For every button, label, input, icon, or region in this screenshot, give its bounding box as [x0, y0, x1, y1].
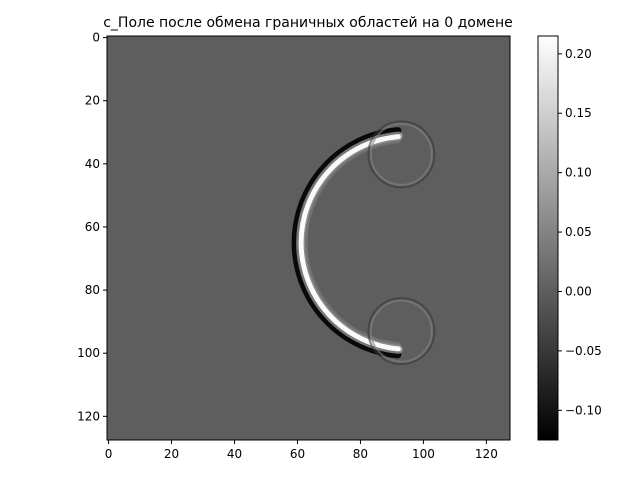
x-axis: 0 20 40 60 80 100 120 [105, 440, 498, 461]
chart-title: c_Поле после обмена граничных областей н… [103, 15, 513, 31]
y-axis: 0 20 40 60 80 100 120 [77, 31, 107, 423]
colorbar-tick-label: 0.20 [565, 47, 592, 61]
x-tick-label: 100 [412, 447, 435, 461]
arc-band-0 [291, 127, 402, 359]
arc-band-3 [298, 134, 401, 352]
small-ring-2-light [369, 299, 433, 363]
x-tick-label: 40 [227, 447, 242, 461]
colorbar-frame [537, 35, 559, 441]
small-ring-1-dark [367, 120, 436, 189]
arc-band-4 [303, 139, 401, 347]
plot-frame [106, 35, 511, 441]
y-tick-label: 120 [77, 409, 100, 423]
colorbar-tick-label: 0.00 [565, 284, 592, 298]
x-tick-label: 120 [475, 447, 498, 461]
small-ring-2-dark [367, 297, 436, 366]
x-tick-label: 80 [353, 447, 368, 461]
colorbar-tick-label: 0.10 [565, 166, 592, 180]
colorbar-tick-label: −0.05 [565, 344, 602, 358]
x-tick-label: 0 [105, 447, 113, 461]
y-tick-label: 0 [92, 31, 100, 45]
colorbar: 0.20 0.15 0.10 0.05 0.00 −0.05 −0.10 [537, 35, 602, 441]
heatmap-background [107, 36, 510, 440]
colorbar-gradient [538, 36, 558, 440]
y-tick-label: 20 [85, 94, 100, 108]
x-tick-label: 60 [290, 447, 305, 461]
colorbar-tick-label: −0.10 [565, 403, 602, 417]
y-tick-label: 60 [85, 220, 100, 234]
colorbar-tick-label: 0.15 [565, 106, 592, 120]
small-ring-1-light [369, 122, 433, 186]
y-tick-label: 100 [77, 346, 100, 360]
heatmap-plot [107, 36, 510, 440]
colorbar-tick-label: 0.05 [565, 225, 592, 239]
y-tick-label: 40 [85, 157, 100, 171]
y-tick-label: 80 [85, 283, 100, 297]
x-tick-label: 20 [164, 447, 179, 461]
